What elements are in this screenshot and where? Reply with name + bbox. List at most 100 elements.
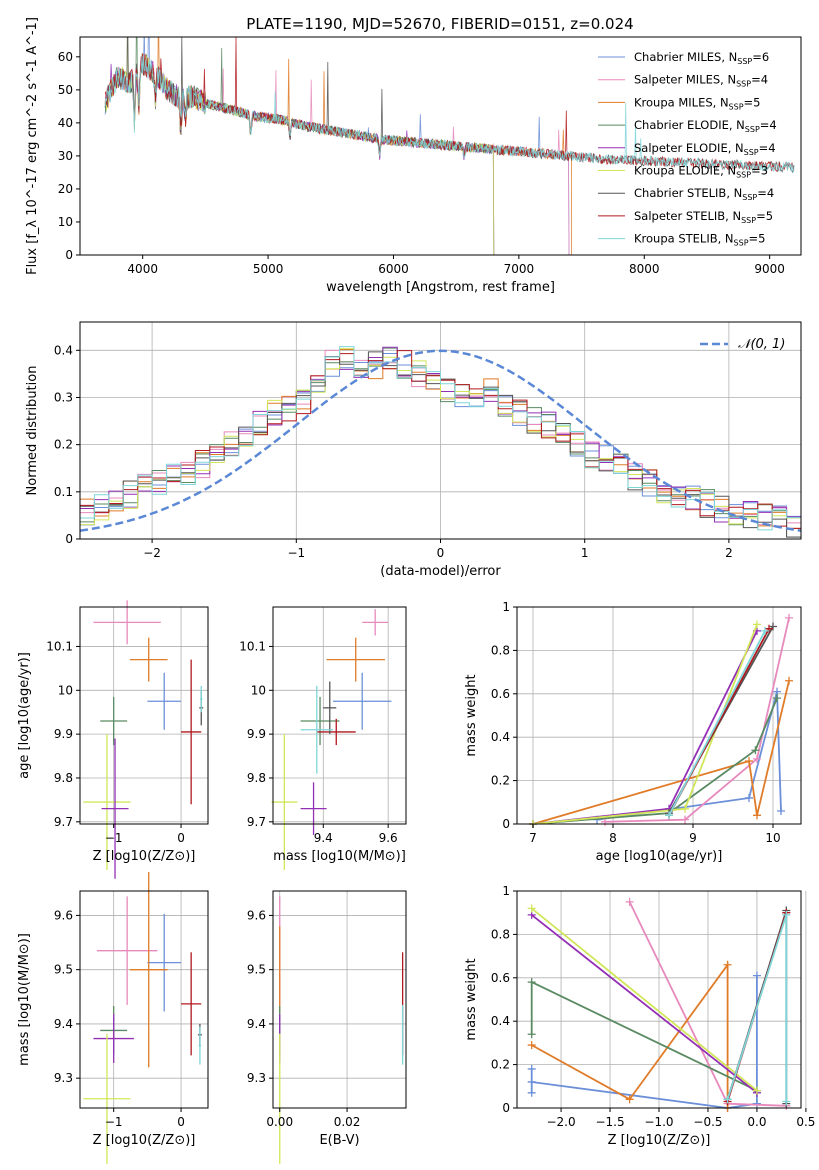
mass_vs_ebv-xtick-label: 0.02 xyxy=(334,1115,361,1129)
age_vs_Z-ytick-label: 9.7 xyxy=(54,815,73,829)
weight_vs_age-xtick-label: 9 xyxy=(689,831,697,845)
mass_vs_Z-ylabel: mass [log10(M/M⊙)] xyxy=(17,933,32,1066)
residuals-ytick-label: 0.4 xyxy=(54,343,73,357)
age_vs_Z-xlabel: Z [log10(Z/Z⊙)] xyxy=(93,849,196,864)
residuals-legend-label: 𝒩(0, 1) xyxy=(738,337,785,352)
spectrum-ytick-label: 20 xyxy=(58,182,73,196)
weight_vs_age-frame: 7 8 9 10 0 0.2 0.4 0.6 0.8 1 age [log10(age/yr)] ma… xyxy=(464,600,802,864)
age_vs_mass-point-chabrier-miles xyxy=(333,672,392,730)
age_vs_mass-xtick-label: 9.6 xyxy=(379,831,398,845)
age_vs_Z-point-kroupa-elodie xyxy=(83,734,131,871)
weight_vs_age-xlabel: age [log10(age/yr)] xyxy=(596,849,723,864)
age_vs_mass-ytick-label: 10.1 xyxy=(239,639,266,653)
weight_vs_age-series-kroupa-miles-marker xyxy=(785,676,793,685)
weight_vs_age-ylabel: mass weight xyxy=(464,674,479,756)
weight_vs_age-border xyxy=(516,606,802,825)
spectrum-border xyxy=(79,36,802,256)
spectrum-ytick-label: 60 xyxy=(58,50,73,64)
mass_vs_ebv-ytick-label: 9.6 xyxy=(247,908,266,922)
mass_vs_Z-axes xyxy=(80,891,208,1108)
weight_vs_Z-series-kroupa-stelib-marker xyxy=(782,910,791,919)
residuals-ytick-label: 0.3 xyxy=(54,390,73,404)
weight_vs_Z-series-kroupa-elodie xyxy=(527,904,761,1095)
weight_vs_Z-ytick-label: 0.2 xyxy=(491,1058,510,1072)
weight_vs_age-series-kroupa-miles-marker xyxy=(753,811,761,820)
age_vs_mass-ytick-label: 9.8 xyxy=(247,771,266,785)
weight_vs_age-series-salpeter-miles xyxy=(601,613,793,826)
mass_vs_Z-point-kroupa-elodie xyxy=(83,1033,131,1164)
mass_vs_Z-xlabel: Z [log10(Z/Z⊙)] xyxy=(93,1133,196,1148)
legend-label: Chabrier MILES, NSSP=6 xyxy=(634,50,769,66)
age_vs_Z-frame: −1 0 9.7 9.8 9.9 10 10.1 Z [log10(Z/Z⊙)] age [lo… xyxy=(17,606,209,864)
mass_vs_ebv-border xyxy=(272,890,407,1109)
weight_vs_age-xtick-label: 8 xyxy=(609,831,617,845)
residuals-xtick-label: −2 xyxy=(143,546,161,560)
mass_vs_Z-ytick-label: 9.4 xyxy=(54,1017,73,1031)
mass_vs_Z-border xyxy=(79,890,209,1109)
weight_vs_Z-xtick-label: −0.5 xyxy=(693,1115,722,1129)
mass_vs_Z-point-chabrier-miles xyxy=(147,913,182,1012)
weight_vs_age-series-salpeter-miles-marker xyxy=(753,754,761,763)
age_vs_Z-point-chabrier-miles xyxy=(147,672,182,730)
residuals-xtick-label: −1 xyxy=(287,546,305,560)
spectrum-xtick-label: 7000 xyxy=(504,262,535,276)
age_vs_mass-ytick-label: 9.7 xyxy=(247,815,266,829)
age_vs_Z-ylabel: age [log10(age/yr)] xyxy=(17,652,32,779)
weight_vs_Z-series-chabrier-miles xyxy=(527,971,761,1112)
age_vs_mass-point-salpeter-stelib xyxy=(316,718,356,746)
weight_vs_age-ytick-label: 0 xyxy=(502,817,510,831)
weight_vs_age-series-kroupa-miles-marker xyxy=(745,757,753,766)
weight_vs_Z-series-kroupa-miles-marker xyxy=(625,1095,634,1104)
weight_vs_Z-series-chabrier-elodie-marker xyxy=(527,1030,536,1039)
legend-label: Salpeter MILES, NSSP=4 xyxy=(634,73,768,89)
age_vs_mass-xtick-label: 9.4 xyxy=(314,831,333,845)
weight_vs_Z-series-kroupa-miles-marker xyxy=(723,960,732,969)
mass_vs_Z-ytick-label: 9.5 xyxy=(54,963,73,977)
weight_vs_Z-series-chabrier-miles-marker xyxy=(527,1088,536,1097)
weight_vs_Z-xtick-label: −1.0 xyxy=(644,1115,673,1129)
spectrum-ytick-label: 50 xyxy=(58,83,73,97)
weight_vs_Z-ytick-label: 0 xyxy=(502,1101,510,1115)
mass_vs_Z-points xyxy=(83,872,202,1164)
weight_vs_age-series-chabrier-elodie-marker xyxy=(751,746,760,755)
weight_vs_Z-series-chabrier-elodie-marker xyxy=(527,978,536,987)
weight_vs_Z-xtick-label: 0.0 xyxy=(747,1115,766,1129)
age_vs_mass-xlabel: mass [log10(M/M⊙)] xyxy=(273,849,406,864)
weight_vs_age-series-kroupa-elodie-marker xyxy=(681,804,689,813)
weight_vs_age-xtick-label: 10 xyxy=(765,831,780,845)
age_vs_mass-frame: 9.4 9.6 9.7 9.8 9.9 10 10.1 mass [log10(M/M⊙)] xyxy=(239,606,407,864)
weight_vs_age-series-chabrier-elodie-line xyxy=(532,697,778,825)
weight_vs_age-series-chabrier-miles-marker xyxy=(777,806,785,815)
mass_vs_Z-point-salpeter-elodie xyxy=(93,1014,134,1063)
age_vs_Z-ytick-label: 9.9 xyxy=(54,727,73,741)
residuals-xtick-label: 0 xyxy=(437,546,445,560)
spectrum-ytick-label: 30 xyxy=(58,149,73,163)
age_vs_Z-ytick-label: 10 xyxy=(58,683,73,697)
age_vs_mass-point-salpeter-elodie xyxy=(300,782,327,835)
age_vs_mass-ytick-label: 9.9 xyxy=(247,727,266,741)
weight_vs_Z-ylabel: mass weight xyxy=(464,958,479,1040)
weight_vs_age-ytick-label: 0.2 xyxy=(491,774,510,788)
spectrum-xlabel: wavelength [Angstrom, rest frame] xyxy=(326,280,555,295)
residuals-ytick-label: 0 xyxy=(65,532,73,546)
weight_vs_Z-ytick-label: 0.4 xyxy=(491,1014,510,1028)
weight_vs_age-ytick-label: 0.4 xyxy=(491,730,510,744)
weight_vs_Z-frame: −2.0 −1.5 −1.0 −0.5 0.0 0.5 0 0.2 0.4 0.6 0.8 1 Z [l… xyxy=(464,884,815,1148)
spectrum-ylabel: Flux [f_λ 10^-17 erg cm^-2 s^-1 A^-1] xyxy=(25,17,40,275)
mass_vs_ebv-frame: 0.00 0.02 9.3 9.4 9.5 9.6 E(B-V) xyxy=(247,890,407,1148)
weight_vs_Z-series-kroupa-elodie-marker xyxy=(752,1086,761,1095)
mass_vs_Z-point-salpeter-stelib xyxy=(181,952,202,1056)
spectrum-ytick-label: 10 xyxy=(58,215,73,229)
age_vs_Z-point-salpeter-stelib xyxy=(181,659,202,805)
mass_vs_ebv-ytick-label: 9.5 xyxy=(247,963,266,977)
legend-label: Salpeter STELIB, NSSP=5 xyxy=(634,209,773,225)
legend-label: Chabrier ELODIE, NSSP=4 xyxy=(634,118,777,134)
weight_vs_age-ytick-label: 0.6 xyxy=(491,687,510,701)
mass_vs_ebv-ytick-label: 9.3 xyxy=(247,1071,266,1085)
weight_vs_Z-ytick-label: 1 xyxy=(502,884,510,898)
weight_vs_age-series-kroupa-stelib-marker xyxy=(665,811,673,820)
weight_vs_age-series-kroupa-stelib xyxy=(665,626,769,820)
weight_vs_Z-series-chabrier-miles-marker xyxy=(752,971,761,980)
